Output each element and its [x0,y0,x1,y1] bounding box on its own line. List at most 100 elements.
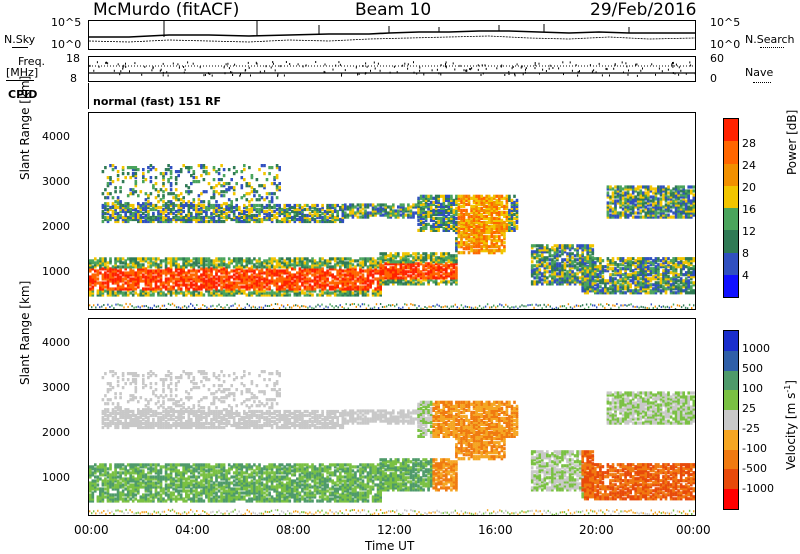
data-cell [152,261,155,265]
data-cell [626,191,630,195]
data-cell [659,187,663,191]
data-cell [185,257,188,261]
data-cell [662,263,665,267]
data-cell [215,265,218,269]
data-cell [131,271,135,275]
data-cell [96,261,100,265]
data-cell [124,213,127,218]
data-cell [162,291,165,295]
data-cell [674,265,678,269]
data-cell [205,257,208,261]
data-cell [429,266,433,270]
data-cell [361,285,365,289]
data-cell [364,291,367,295]
data-cell [339,269,342,273]
data-cell [321,211,324,216]
data-cell [270,257,274,261]
data-cell [235,281,238,285]
data-cell [634,195,637,199]
data-cell [94,281,97,285]
data-cell [578,246,582,250]
data-cell [351,275,355,279]
data-cell [119,205,122,210]
data-cell [142,273,145,277]
data-cell [245,215,249,220]
data-cell [192,215,196,220]
data-cell [624,285,627,289]
data-cell [619,201,622,205]
data-cell [225,190,228,194]
data-cell [169,267,173,271]
data-cell [692,265,696,269]
data-cell [174,196,178,200]
data-cell [215,207,218,212]
data-cell [245,279,249,283]
data-cell [445,266,448,270]
data-cell [381,268,385,272]
data-cell [207,277,211,281]
data-cell [402,268,405,272]
data-cell [104,188,107,192]
data-cell [672,269,675,273]
data-cell [308,207,312,212]
data-cell [124,211,127,216]
data-cell [202,259,206,263]
data-cell [561,278,564,282]
data-cell [303,287,307,291]
data-cell [442,252,446,256]
data-cell [159,188,163,192]
nave-tick-mark [305,64,307,67]
data-cell [339,271,342,275]
data-cell [543,270,547,274]
data-cell [642,259,645,263]
data-cell [182,205,185,210]
data-cell [578,282,582,286]
data-cell [614,209,617,213]
data-cell [374,209,377,213]
data-cell [341,287,345,291]
data-cell [662,285,665,289]
data-cell [571,244,574,248]
data-cell [212,205,216,210]
data-cell [538,276,542,280]
data-cell [126,275,130,279]
data-cell [690,199,693,203]
data-cell [371,273,375,277]
data-cell [669,189,673,193]
data-cell [147,271,150,275]
data-cell [109,293,112,297]
data-cell [576,266,579,270]
data-cell [682,283,685,287]
data-cell [94,279,97,283]
data-cell [381,203,385,207]
data-cell [407,266,410,270]
data-cell [293,265,297,269]
data-cell [470,229,473,233]
data-cell [626,187,630,191]
data-cell [589,287,592,291]
data-cell [634,273,637,277]
data-cell [626,267,630,271]
data-cell [626,199,630,203]
data-cell [611,281,615,285]
data-cell [321,285,324,289]
data-cell [354,273,357,277]
data-cell [210,291,213,295]
data-cell [147,203,150,208]
data-cell [164,217,168,222]
data-cell [238,267,241,271]
data-cell [455,266,458,270]
nave-tick-mark [396,71,398,74]
data-cell [222,202,226,206]
data-cell [621,201,625,205]
data-cell [157,215,160,220]
data-cell [119,200,122,204]
data-cell [374,261,377,265]
data-cell [91,285,95,289]
data-cell [434,280,438,284]
data-cell [679,263,683,267]
data-cell [601,289,605,293]
nave-tick-mark [232,74,234,76]
data-cell [207,182,211,186]
data-cell [114,265,117,269]
